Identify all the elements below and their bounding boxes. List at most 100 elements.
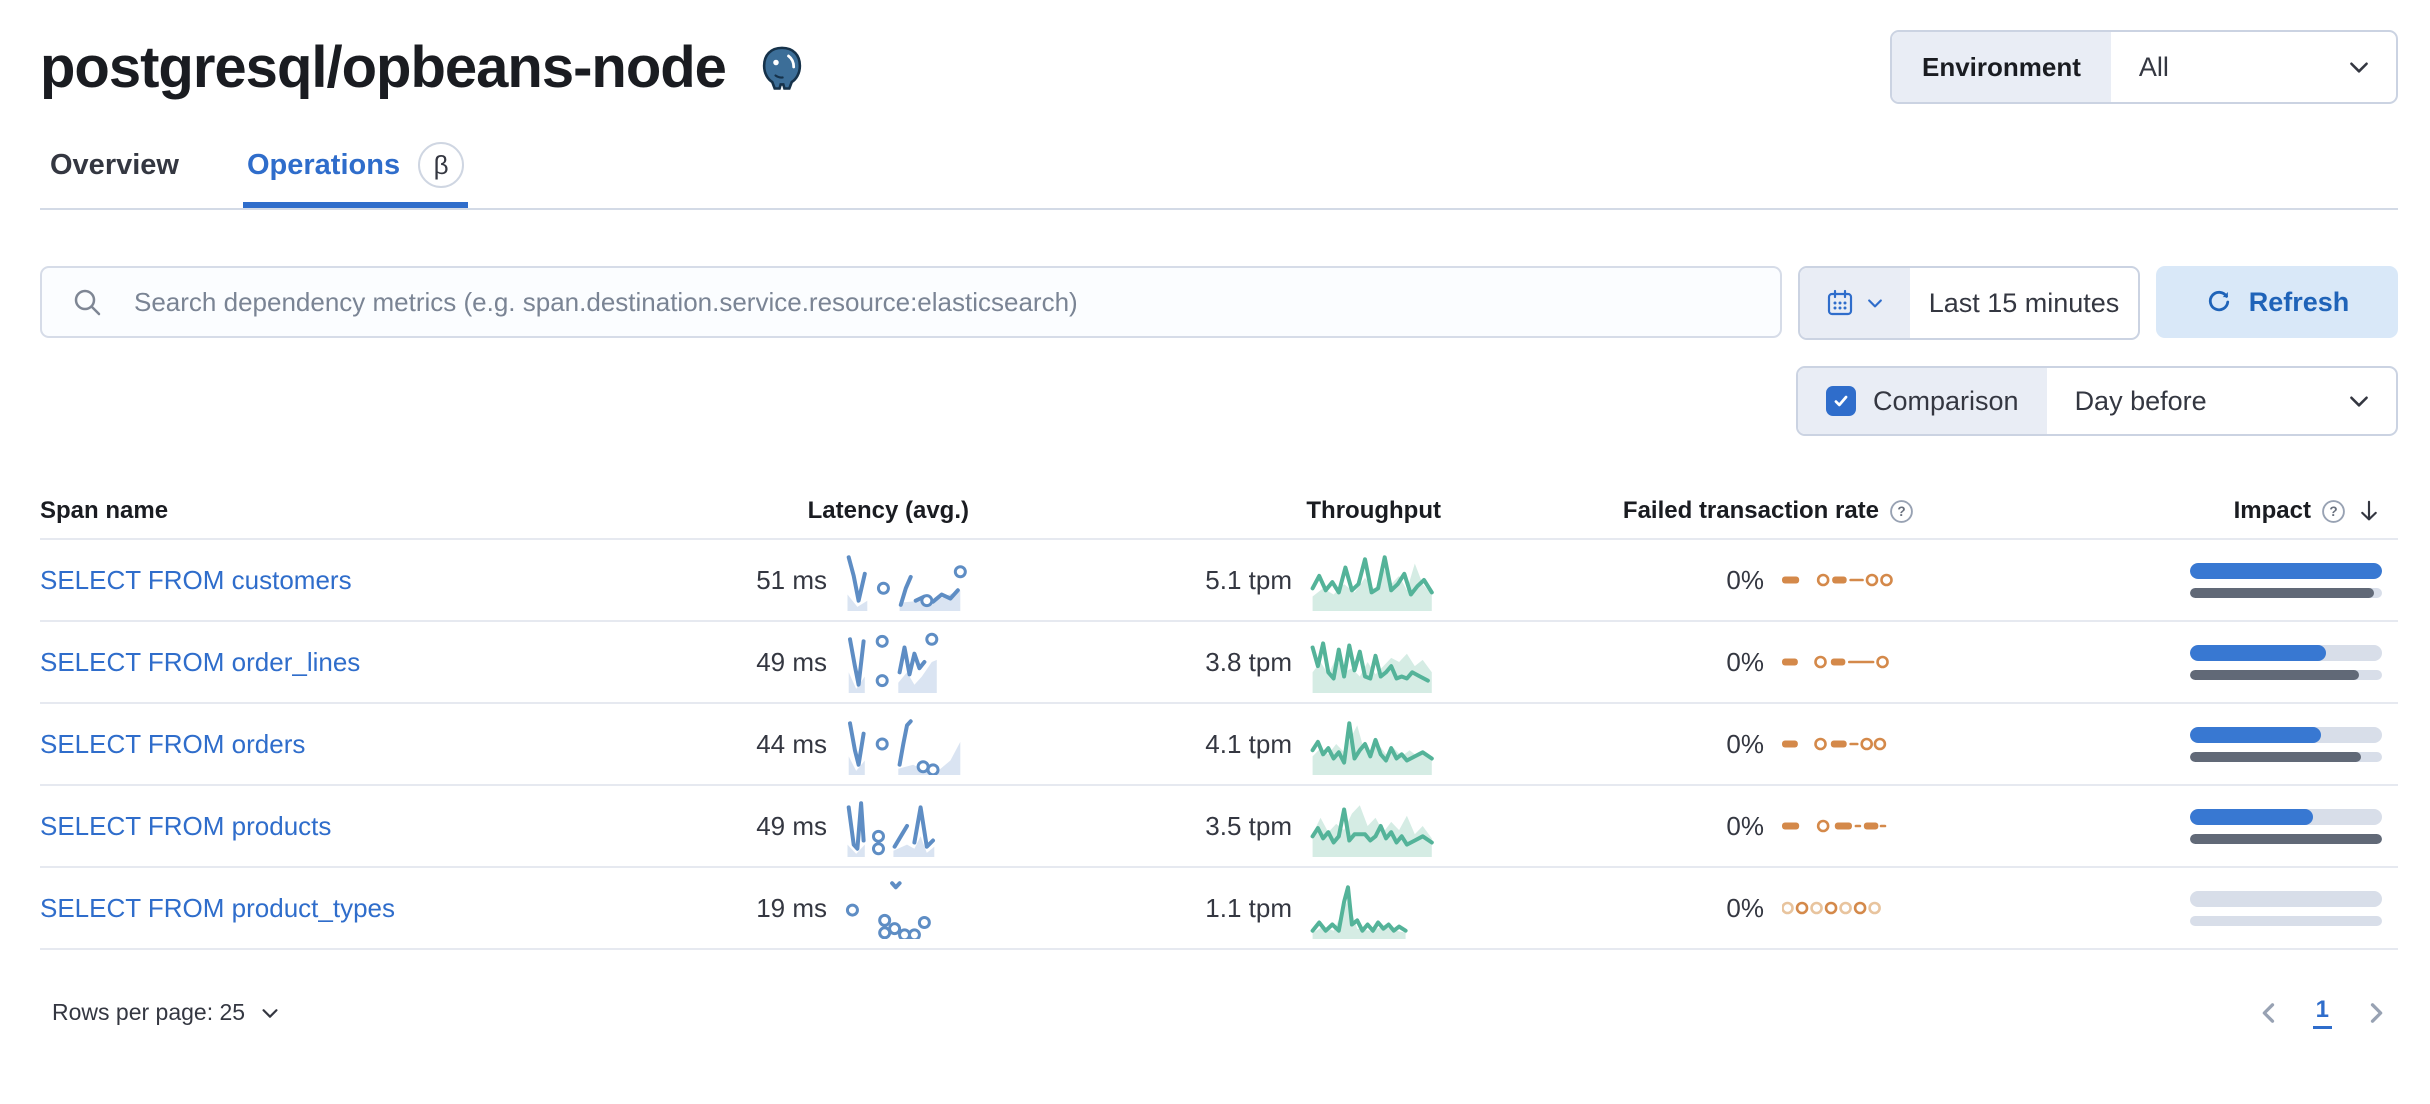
comparison-checkbox[interactable] [1826, 386, 1856, 416]
rows-per-page-label: Rows per page: 25 [52, 999, 246, 1025]
search-input[interactable] [40, 266, 1782, 338]
table-footer: Rows per page: 25 1 [40, 996, 2398, 1055]
tab-operations-label: Operations [246, 148, 401, 181]
table-row: SELECT FROM orders 44 ms 4.1 tpm 0% [40, 704, 2398, 786]
failed-rate-sparkline [1782, 901, 1881, 915]
impact-previous-bar [2190, 587, 2382, 598]
impact-previous-bar [2190, 669, 2382, 680]
refresh-button[interactable]: Refresh [2156, 266, 2398, 338]
impact-cell [1914, 644, 2382, 680]
question-icon: ? [2322, 499, 2345, 523]
toolbar: Last 15 minutes Refresh [40, 266, 2398, 340]
failed-rate-sparkline [1782, 737, 1887, 751]
failed-rate-value: 0% [1726, 810, 1764, 841]
column-header-impact[interactable]: Impact ? [1914, 497, 2382, 525]
span-name-link[interactable]: SELECT FROM products [40, 810, 332, 841]
span-name-link[interactable]: SELECT FROM order_lines [40, 646, 361, 677]
throughput-value: 5.1 tpm [1205, 564, 1292, 595]
column-header-failed-rate[interactable]: Failed transaction rate ? [1441, 497, 1914, 525]
throughput-cell: 5.1 tpm [969, 549, 1441, 611]
failed-rate-value: 0% [1726, 646, 1764, 677]
tab-bar: Overview Operations β [40, 140, 2398, 210]
latency-value: 51 ms [756, 564, 827, 595]
impact-previous-bar [2190, 751, 2382, 762]
column-header-throughput[interactable]: Throughput [969, 497, 1441, 525]
impact-cell [1914, 808, 2382, 844]
table-row: SELECT FROM products 49 ms 3.5 tpm 0% [40, 786, 2398, 868]
chevron-left-icon [2262, 1002, 2274, 1023]
environment-select[interactable]: Environment All [1890, 30, 2398, 104]
svg-text:?: ? [2329, 504, 2337, 519]
rows-per-page-button[interactable]: Rows per page: 25 [52, 999, 281, 1026]
date-picker-quick-menu[interactable] [1800, 268, 1910, 338]
latency-sparkline [846, 555, 967, 611]
failed-rate-cell: 0% [1441, 811, 1914, 842]
comparison-value: Day before [2074, 385, 2207, 416]
refresh-icon [2208, 290, 2229, 312]
page-title: postgresql/opbeans-node [40, 34, 727, 100]
span-name-cell: SELECT FROM products [40, 811, 640, 842]
failed-rate-value: 0% [1726, 892, 1764, 923]
time-range-value[interactable]: Last 15 minutes [1928, 287, 2120, 318]
column-label: Impact [2233, 497, 2311, 524]
impact-previous-bar [2190, 833, 2382, 844]
latency-sparkline [848, 632, 939, 693]
failed-rate-cell: 0% [1441, 893, 1914, 924]
sort-desc-icon [2361, 500, 2377, 521]
tab-overview-label: Overview [50, 148, 179, 181]
chevron-down-icon [2350, 396, 2368, 407]
latency-cell: 19 ms [640, 877, 969, 939]
impact-current-bar [2190, 562, 2382, 579]
failed-rate-sparkline [1782, 655, 1889, 669]
span-name-link[interactable]: SELECT FROM product_types [40, 892, 395, 923]
latency-value: 49 ms [756, 810, 827, 841]
impact-bars [2190, 726, 2382, 762]
page-header: postgresql/opbeans-node Environment All [40, 30, 2398, 104]
throughput-cell: 1.1 tpm [969, 877, 1441, 939]
date-picker[interactable]: Last 15 minutes [1798, 266, 2140, 340]
impact-bar-fill [2190, 808, 2313, 825]
impact-bar-fill [2190, 726, 2321, 743]
table-row: SELECT FROM customers 51 ms 5.1 tpm 0% [40, 540, 2398, 622]
column-label: Throughput [1306, 497, 1441, 524]
column-header-latency[interactable]: Latency (avg.) [640, 497, 969, 525]
calendar-icon [1827, 289, 1853, 316]
beta-badge: β [418, 142, 465, 188]
span-name-cell: SELECT FROM orders [40, 729, 640, 760]
previous-page-button[interactable] [2255, 999, 2283, 1027]
latency-cell: 51 ms [640, 549, 969, 611]
failed-rate-cell: 0% [1441, 647, 1914, 678]
impact-bar-fill [2190, 833, 2382, 844]
chevron-down-icon [262, 1008, 278, 1018]
throughput-cell: 4.1 tpm [969, 713, 1441, 775]
failed-rate-value: 0% [1726, 728, 1764, 759]
pagination: 1 [2255, 996, 2390, 1029]
failed-rate-sparkline [1782, 573, 1893, 587]
impact-previous-bar [2190, 915, 2382, 926]
impact-bar-fill [2190, 669, 2359, 680]
impact-cell [1914, 562, 2382, 598]
table-row: SELECT FROM order_lines 49 ms 3.8 tpm 0% [40, 622, 2398, 704]
throughput-value: 3.5 tpm [1205, 810, 1292, 841]
latency-sparkline [845, 881, 931, 939]
latency-sparkline [848, 719, 961, 775]
span-name-link[interactable]: SELECT FROM orders [40, 728, 306, 759]
table-row: SELECT FROM product_types 19 ms 1.1 tpm 0% [40, 868, 2398, 950]
span-name-link[interactable]: SELECT FROM customers [40, 564, 352, 595]
impact-bars [2190, 808, 2382, 844]
table-header: Span name Latency (avg.) Throughput Fail… [40, 484, 2398, 540]
throughput-cell: 3.5 tpm [969, 795, 1441, 857]
span-name-cell: SELECT FROM product_types [40, 893, 640, 924]
postgresql-logo-icon [756, 43, 808, 95]
tab-overview[interactable]: Overview [46, 140, 183, 208]
next-page-button[interactable] [2362, 999, 2390, 1027]
page-number-current[interactable]: 1 [2312, 996, 2332, 1029]
column-header-span-name[interactable]: Span name [40, 497, 640, 525]
comparison-control: Comparison Day before [1796, 366, 2398, 436]
throughput-sparkline [1310, 885, 1408, 939]
throughput-cell: 3.8 tpm [969, 631, 1441, 693]
impact-current-bar [2190, 726, 2382, 743]
tab-operations[interactable]: Operations β [243, 140, 468, 208]
failed-rate-sparkline [1782, 819, 1887, 833]
comparison-select[interactable]: Day before [2047, 368, 2396, 434]
